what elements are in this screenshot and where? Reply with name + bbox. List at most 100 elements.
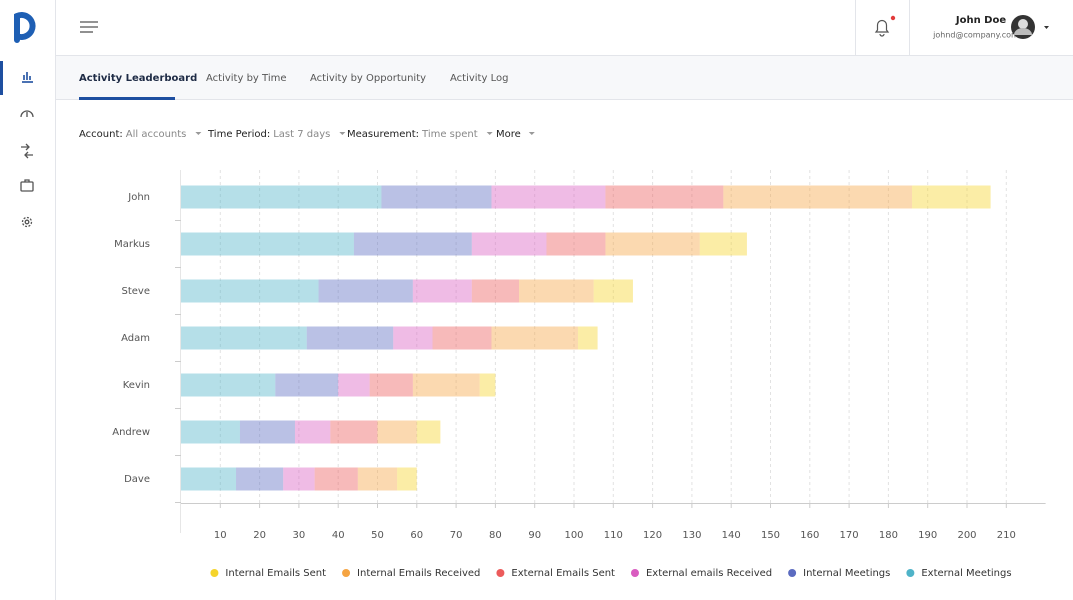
x-tick-label: 40	[332, 530, 345, 541]
bar-segment	[412, 279, 472, 303]
bar-segment	[377, 420, 417, 444]
nav-briefcase-icon[interactable]	[20, 179, 34, 192]
bar-segment	[306, 326, 394, 350]
legend-label: Internal Emails Sent	[225, 568, 326, 579]
legend-item[interactable]: External Meetings	[906, 568, 1012, 579]
bar-segment	[911, 185, 991, 209]
legend-item[interactable]: External emails Received	[630, 568, 772, 579]
chart: 10 20 30 40 50 60 70 80 90 100 110 120 130 140 150 160 1…	[112, 170, 1046, 541]
x-tick-label: 70	[450, 530, 463, 541]
legend-label: External Emails Sent	[511, 568, 615, 579]
legend-item[interactable]: Internal Emails Received	[342, 568, 480, 579]
filter-dropdown[interactable]: Measurement: Time spent	[347, 129, 493, 140]
bar-segment	[275, 373, 339, 397]
bar-segment	[397, 467, 417, 491]
legend-swatch	[630, 569, 639, 577]
dropdown-arrow	[195, 132, 202, 135]
nav-swap-icon[interactable]	[21, 143, 33, 159]
bar-segment	[181, 373, 276, 397]
bar-segment	[471, 279, 519, 303]
x-tick-label: 200	[957, 530, 976, 541]
legend-swatch	[906, 569, 915, 577]
dropdown-arrow	[528, 132, 535, 135]
bar-segment	[412, 373, 480, 397]
tab[interactable]: Activity Log	[450, 73, 508, 84]
x-tick-label: 80	[489, 530, 502, 541]
bar-segment	[239, 420, 295, 444]
bar-segment	[181, 232, 354, 256]
bar-segment	[723, 185, 912, 209]
user-name: John Doe	[955, 15, 1006, 26]
legend-label: Internal Meetings	[803, 568, 890, 579]
bar-segment	[605, 185, 724, 209]
nav-gauge-icon[interactable]	[20, 110, 34, 118]
legend-item[interactable]: External Emails Sent	[496, 568, 615, 579]
bar-segment	[181, 279, 319, 303]
legend-item[interactable]: Internal Emails Sent	[210, 568, 326, 579]
notification-dot	[890, 15, 896, 21]
y-tick-label: Andrew	[112, 427, 150, 438]
bar-segment	[381, 185, 492, 209]
x-tick-label: 120	[643, 530, 662, 541]
x-tick-label: 190	[918, 530, 937, 541]
x-tick-label: 160	[800, 530, 819, 541]
dropdown-arrow	[486, 132, 493, 135]
filter-label: Time Period:	[207, 129, 270, 140]
y-tick-label: Kevin	[123, 380, 150, 391]
bar-segment	[593, 279, 633, 303]
dropdown-arrow	[339, 132, 346, 135]
more-label: More	[496, 129, 521, 140]
bar-segment	[181, 326, 307, 350]
tab[interactable]: Activity Leaderboard	[79, 73, 197, 84]
legend-label: External Meetings	[921, 568, 1011, 579]
x-tick-label: 90	[528, 530, 541, 541]
y-tick-label: Adam	[121, 333, 150, 344]
nav-settings-icon[interactable]	[21, 216, 33, 228]
x-tick-label: 180	[879, 530, 898, 541]
x-tick-label: 150	[761, 530, 780, 541]
bar-segment	[393, 326, 433, 350]
avatar[interactable]	[1011, 15, 1035, 39]
logo	[14, 12, 36, 43]
bar-segment	[181, 467, 237, 491]
x-tick-label: 170	[840, 530, 859, 541]
bar-segment	[479, 373, 496, 397]
bar-segment	[318, 279, 413, 303]
legend-label: Internal Emails Received	[357, 568, 480, 579]
filter-value: All accounts	[126, 129, 187, 140]
filter-value: Last 7 days	[273, 129, 330, 140]
x-tick-label: 130	[682, 530, 701, 541]
bar-segment	[518, 279, 594, 303]
bar-segment	[283, 467, 315, 491]
more-dropdown[interactable]: More	[496, 129, 535, 140]
bar-segment	[699, 232, 747, 256]
x-tick-label: 10	[214, 530, 227, 541]
filter-dropdown[interactable]: Time Period: Last 7 days	[207, 129, 346, 140]
x-tick-label: 140	[722, 530, 741, 541]
tab[interactable]: Activity by Time	[206, 73, 287, 84]
menu-button[interactable]	[80, 21, 98, 33]
x-tick-label: 30	[293, 530, 306, 541]
bar-segment	[357, 467, 398, 491]
bar-segment	[416, 420, 441, 444]
bar-segment	[353, 232, 472, 256]
bar-segment	[432, 326, 492, 350]
bar-segment	[471, 232, 547, 256]
active-indicator	[0, 61, 3, 95]
bar-segment	[491, 326, 578, 350]
bar-segment	[605, 232, 700, 256]
x-tick-label: 60	[410, 530, 423, 541]
active-tab-underline	[79, 97, 175, 100]
y-tick-label: John	[127, 192, 150, 203]
notification-bell[interactable]	[874, 19, 890, 37]
filter-dropdown[interactable]: Account: All accounts	[79, 129, 202, 140]
bar-segment	[314, 467, 358, 491]
y-tick-label: Steve	[122, 286, 151, 297]
filter-label: Measurement:	[347, 129, 419, 140]
tab[interactable]: Activity by Opportunity	[310, 73, 426, 84]
legend-swatch	[210, 569, 219, 577]
nav-chart-icon[interactable]	[22, 72, 33, 83]
legend-swatch	[342, 569, 351, 577]
user-dropdown[interactable]	[1044, 26, 1049, 29]
legend-item[interactable]: Internal Meetings	[788, 568, 890, 579]
